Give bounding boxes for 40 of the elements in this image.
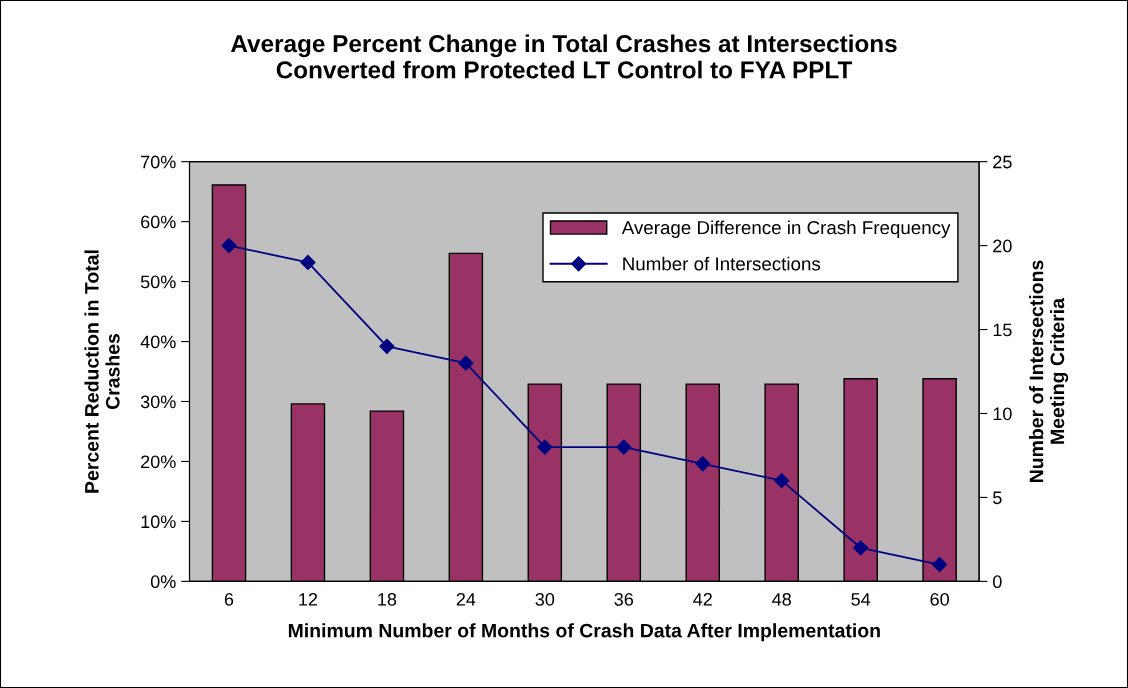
x-tick-label: 18 bbox=[378, 592, 397, 606]
y-tick-label: 20% bbox=[141, 455, 176, 469]
x-tick-label: 30 bbox=[535, 592, 555, 606]
y-tick-label: 10% bbox=[141, 515, 176, 529]
x-tick-label: 54 bbox=[851, 593, 871, 606]
x-tick-label: 36 bbox=[614, 592, 634, 606]
legend-label: Average Difference in Crash Frequency bbox=[621, 220, 951, 238]
point bbox=[774, 473, 790, 489]
y-tick-label: 40% bbox=[140, 335, 176, 349]
point bbox=[379, 338, 395, 354]
y2-tick-label: 20 bbox=[993, 239, 1012, 253]
point bbox=[537, 439, 553, 455]
y-tick-label: 70% bbox=[141, 155, 176, 169]
point bbox=[458, 355, 474, 371]
legend-label: Number of Intersections bbox=[623, 256, 821, 271]
x-tick-label: 6 bbox=[224, 592, 234, 606]
y2-tick-label: 25 bbox=[993, 155, 1012, 169]
y-tick-label: 0% bbox=[150, 575, 176, 589]
x-tick-label: 24 bbox=[456, 592, 476, 606]
y2-tick-label: 15 bbox=[993, 323, 1012, 337]
y-axis-title: Percent Reduction in Total Crashes bbox=[84, 250, 120, 493]
y2-tick-label: 10 bbox=[993, 407, 1012, 421]
y-tick-label: 30% bbox=[140, 395, 176, 409]
point bbox=[853, 540, 869, 556]
y-tick-label: 60% bbox=[141, 215, 176, 229]
chart-title: Average Percent Change in Total Crashes at Intersections Converted from Protected LT Control to FYA PPLT bbox=[230, 34, 897, 79]
x-tick-label: 42 bbox=[693, 592, 712, 606]
point bbox=[221, 238, 237, 254]
x-tick-label: 12 bbox=[299, 592, 318, 606]
y-tick-label: 50% bbox=[140, 275, 176, 289]
x-tick-label: 60 bbox=[930, 592, 949, 606]
y2-tick-label: 0 bbox=[993, 575, 1002, 589]
y2-axis-title: Number of Intersections Meeting Criteria bbox=[1029, 260, 1069, 483]
x-axis-title: Minimum Number of Months of Crash Data After Implementation bbox=[288, 623, 880, 642]
point bbox=[616, 439, 632, 455]
y2-tick-label: 5 bbox=[993, 491, 1002, 505]
x-tick-label: 48 bbox=[772, 592, 791, 606]
point bbox=[695, 456, 711, 472]
point bbox=[932, 557, 948, 573]
point bbox=[300, 254, 316, 270]
